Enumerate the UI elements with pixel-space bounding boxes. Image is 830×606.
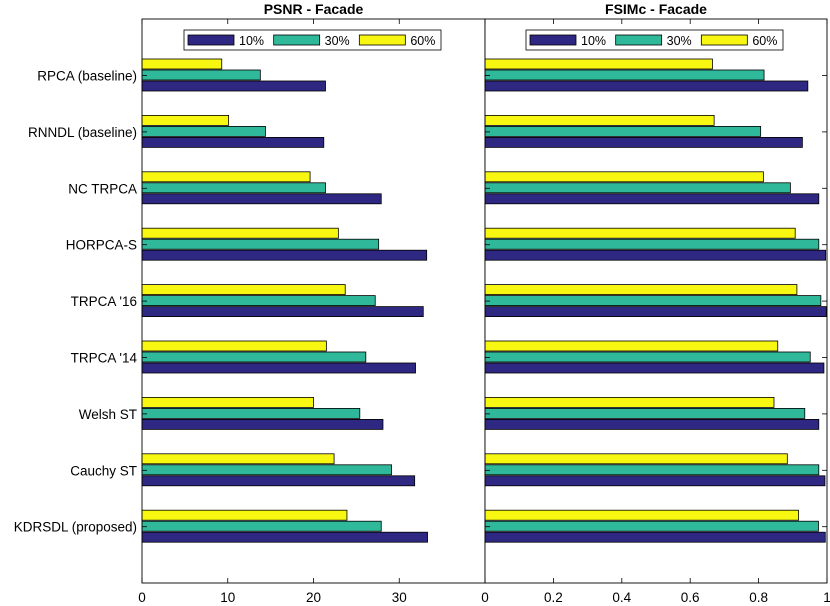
category-label: RPCA (baseline) — [37, 69, 137, 84]
x-tick-label: 0.4 — [612, 590, 631, 605]
bar-10pct-2 — [141, 193, 382, 205]
x-tick-label: 0 — [481, 590, 489, 605]
bar-30pct-7 — [141, 464, 392, 476]
bar-30pct-4 — [484, 295, 822, 307]
x-tick-label: 20 — [306, 590, 321, 605]
bar-30pct-5 — [484, 351, 811, 363]
category-label: KDRSDL (proposed) — [14, 520, 137, 535]
bar-10pct-1 — [141, 136, 325, 148]
bar-60pct-5 — [141, 340, 327, 352]
bar-10pct-6 — [484, 418, 820, 430]
legend-swatch-30pct — [273, 34, 321, 46]
bar-60pct-2 — [141, 171, 311, 183]
axes-frame — [484, 18, 828, 584]
bar-10pct-4 — [484, 306, 827, 318]
bar-30pct-7 — [484, 464, 820, 476]
bar-30pct-2 — [484, 182, 791, 194]
bar-30pct-8 — [484, 520, 819, 532]
legend-label: 30% — [667, 34, 692, 48]
x-tick-label: 0.6 — [681, 590, 700, 605]
bar-10pct-5 — [484, 362, 825, 374]
bar-10pct-0 — [484, 80, 809, 92]
legend: 10% 30% 60% — [183, 29, 442, 51]
bar-10pct-1 — [484, 136, 803, 148]
x-tick-label: 0 — [138, 590, 146, 605]
category-label: TRPCA '14 — [71, 351, 138, 366]
legend-label: 10% — [581, 34, 606, 48]
legend-label: 30% — [325, 34, 350, 48]
bar-30pct-3 — [484, 238, 820, 250]
bar-10pct-5 — [141, 362, 416, 374]
x-tick-label: 0.8 — [749, 590, 768, 605]
bar-10pct-8 — [141, 531, 428, 543]
bar-60pct-0 — [141, 58, 223, 70]
bar-60pct-7 — [484, 453, 788, 465]
legend-swatch-30pct — [615, 34, 663, 46]
category-label: NC TRPCA — [68, 181, 137, 196]
legend-swatch-10pct — [187, 34, 235, 46]
x-tick-label: 10 — [220, 590, 235, 605]
bar-10pct-7 — [141, 475, 416, 487]
legend: 10% 30% 60% — [525, 29, 784, 51]
bar-10pct-3 — [484, 249, 827, 261]
category-label: TRPCA '16 — [71, 294, 137, 309]
bar-30pct-2 — [141, 182, 326, 194]
bar-10pct-8 — [484, 531, 826, 543]
legend-swatch-60pct — [700, 34, 748, 46]
bar-60pct-1 — [141, 115, 230, 126]
fsimc-panel: FSIMc - Facade 0 0.2 0.4 0.6 0.8 1 10% 30% 60% — [481, 1, 830, 605]
chart-title: FSIMc - Facade — [605, 1, 707, 17]
bar-60pct-8 — [141, 509, 348, 521]
bar-60pct-6 — [484, 396, 775, 408]
bar-60pct-5 — [484, 340, 779, 352]
bar-60pct-4 — [141, 284, 346, 296]
bar-10pct-2 — [484, 193, 820, 205]
legend-label: 60% — [752, 34, 777, 48]
bar-60pct-3 — [141, 227, 339, 239]
bar-10pct-7 — [484, 475, 826, 487]
bar-30pct-6 — [484, 407, 806, 419]
x-tick-label: 1 — [823, 590, 830, 605]
bar-60pct-1 — [484, 115, 715, 126]
chart-title: PSNR - Facade — [264, 1, 364, 17]
bar-30pct-3 — [141, 238, 380, 250]
bar-60pct-4 — [484, 284, 798, 296]
bar-60pct-0 — [484, 58, 713, 70]
bar-60pct-3 — [484, 227, 796, 239]
category-label: Cauchy ST — [70, 463, 137, 478]
bar-10pct-0 — [141, 80, 326, 92]
x-tick-label: 0.2 — [544, 590, 563, 605]
bar-30pct-0 — [484, 69, 765, 81]
category-label: RNNDL (baseline) — [28, 125, 137, 140]
bar-30pct-1 — [141, 126, 266, 137]
bar-60pct-8 — [484, 509, 800, 521]
x-tick-label: 30 — [392, 590, 407, 605]
bar-30pct-0 — [141, 69, 261, 81]
category-label: HORPCA-S — [66, 238, 137, 253]
legend-swatch-60pct — [358, 34, 406, 46]
category-label: Welsh ST — [79, 407, 137, 422]
bar-30pct-1 — [484, 126, 762, 137]
legend-swatch-10pct — [529, 34, 577, 46]
legend-label: 60% — [410, 34, 435, 48]
bar-10pct-6 — [141, 418, 384, 430]
bar-30pct-5 — [141, 351, 367, 363]
legend-label: 10% — [239, 34, 264, 48]
bar-60pct-7 — [141, 453, 335, 465]
bar-30pct-6 — [141, 407, 361, 419]
bar-30pct-8 — [141, 520, 382, 532]
bar-30pct-4 — [141, 295, 376, 307]
bar-60pct-2 — [484, 171, 764, 183]
bar-10pct-3 — [141, 249, 428, 261]
bar-10pct-4 — [141, 306, 424, 318]
psnr-panel: PSNR - Facade RPCA (baseline) RNNDL (basel… — [14, 1, 486, 605]
bar-60pct-6 — [141, 396, 314, 408]
